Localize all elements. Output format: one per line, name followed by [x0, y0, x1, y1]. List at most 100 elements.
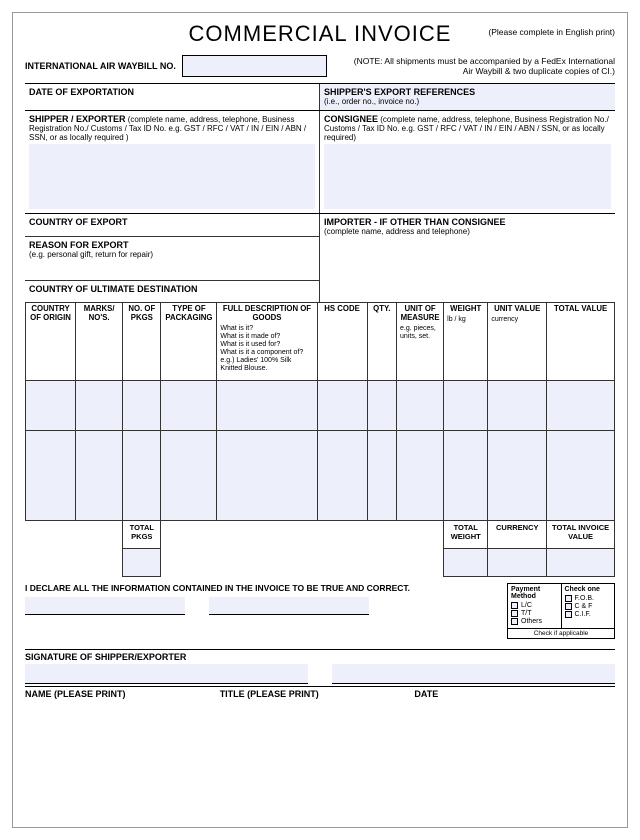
label-country-ultimate: COUNTRY OF ULTIMATE DESTINATION: [29, 284, 198, 294]
cell-input[interactable]: [123, 381, 161, 431]
col-header-5: HS CODE: [317, 303, 367, 381]
checkbox-icon: [565, 595, 572, 602]
cell-input[interactable]: [217, 431, 317, 521]
payment-col-method: Payment Method L/CT/TOthers: [508, 584, 562, 628]
totals-row-labels: TOTAL PKGS TOTAL WEIGHT CURRENCY TOTAL I…: [26, 521, 615, 549]
cell-input[interactable]: [367, 381, 396, 431]
cell-input[interactable]: [161, 381, 217, 431]
payment-header-right: Check one: [565, 586, 612, 593]
checkbox-icon: [511, 610, 518, 617]
hint-shipper-refs: (i.e., order no., invoice no.): [324, 97, 419, 106]
cell-input[interactable]: [76, 431, 123, 521]
col-header-2: NO. OF PKGS: [123, 303, 161, 381]
signature-row: SIGNATURE OF SHIPPER/EXPORTER: [25, 649, 615, 684]
label-total-pkgs: TOTAL PKGS: [123, 521, 161, 549]
col-header-4: FULL DESCRIPTION OF GOODSWhat is it? Wha…: [217, 303, 317, 381]
input-currency[interactable]: [488, 549, 547, 577]
declaration-input-2[interactable]: [209, 597, 369, 615]
payment-option[interactable]: Others: [511, 618, 558, 625]
cell-input[interactable]: [547, 431, 615, 521]
cell-input[interactable]: [123, 431, 161, 521]
checkbox-icon: [565, 603, 572, 610]
col-header-7: UNIT OF MEASUREe.g. pieces, units, set.: [397, 303, 444, 381]
cell-country-ultimate: COUNTRY OF ULTIMATE DESTINATION: [25, 280, 319, 302]
input-signature-2[interactable]: [332, 664, 615, 684]
col-header-0: COUNTRY OF ORIGIN: [26, 303, 76, 381]
bottom-row: NAME (PLEASE PRINT) TITLE (PLEASE PRINT)…: [25, 686, 615, 699]
terms-option[interactable]: C.I.F.: [565, 611, 612, 618]
title-row: COMMERCIAL INVOICE (Please complete in E…: [25, 21, 615, 47]
cell-input[interactable]: [397, 431, 444, 521]
cell-input[interactable]: [547, 381, 615, 431]
label-reason-export: REASON FOR EXPORT: [29, 240, 129, 250]
cell-input[interactable]: [367, 431, 396, 521]
cell-importer: IMPORTER - IF OTHER THAN CONSIGNEE (comp…: [320, 214, 615, 302]
input-total-pkgs[interactable]: [123, 549, 161, 577]
cell-input[interactable]: [317, 431, 367, 521]
col-header-1: MARKS/ NO'S.: [76, 303, 123, 381]
payment-option[interactable]: L/C: [511, 602, 558, 609]
label-importer: IMPORTER - IF OTHER THAN CONSIGNEE: [324, 217, 506, 227]
waybill-note: (NOTE: All shipments must be accompanied…: [327, 56, 615, 76]
cell-input[interactable]: [76, 381, 123, 431]
cell-consignee: CONSIGNEE (complete name, address, telep…: [320, 111, 615, 213]
table-row: [26, 431, 615, 521]
cell-input[interactable]: [488, 381, 547, 431]
table-row: [26, 381, 615, 431]
label-consignee: CONSIGNEE: [324, 114, 378, 124]
payment-option[interactable]: T/T: [511, 610, 558, 617]
items-header-row: COUNTRY OF ORIGINMARKS/ NO'S.NO. OF PKGS…: [26, 303, 615, 381]
declaration-block: I DECLARE ALL THE INFORMATION CONTAINED …: [25, 583, 615, 639]
totals-row-inputs: [26, 549, 615, 577]
input-consignee[interactable]: [324, 144, 611, 209]
cell-country-export: COUNTRY OF EXPORT: [25, 214, 319, 236]
input-signature[interactable]: [25, 664, 308, 684]
cell-input[interactable]: [444, 431, 488, 521]
terms-option[interactable]: C & F: [565, 603, 612, 610]
waybill-input[interactable]: [182, 55, 327, 77]
cell-reason-export: REASON FOR EXPORT (e.g. personal gift, r…: [25, 236, 319, 280]
col-header-10: TOTAL VALUE: [547, 303, 615, 381]
label-total-invoice-value: TOTAL INVOICE VALUE: [547, 521, 615, 549]
items-table: COUNTRY OF ORIGINMARKS/ NO'S.NO. OF PKGS…: [25, 302, 615, 577]
payment-col-check: Check one F.O.B.C & FC.I.F.: [562, 584, 615, 628]
label-date-exportation: DATE OF EXPORTATION: [29, 87, 134, 97]
cell-shipper: SHIPPER / EXPORTER (complete name, addre…: [25, 111, 320, 213]
col-header-9: UNIT VALUEcurrency: [488, 303, 547, 381]
hint-importer: (complete name, address and telephone): [324, 227, 470, 236]
col-header-8: WEIGHTlb / kg: [444, 303, 488, 381]
declaration-input-1[interactable]: [25, 597, 185, 615]
payment-wrapper: Payment Method L/CT/TOthers Check one F.…: [507, 583, 615, 639]
cell-input[interactable]: [488, 431, 547, 521]
cell-shipper-refs[interactable]: SHIPPER'S EXPORT REFERENCES (i.e., order…: [320, 84, 615, 110]
input-shipper[interactable]: [29, 144, 315, 209]
subtitle-instruction: (Please complete in English print): [488, 27, 615, 37]
terms-option[interactable]: F.O.B.: [565, 595, 612, 602]
cell-input[interactable]: [444, 381, 488, 431]
row-shipper-consignee: SHIPPER / EXPORTER (complete name, addre…: [25, 110, 615, 213]
cell-input[interactable]: [26, 381, 76, 431]
label-country-export: COUNTRY OF EXPORT: [29, 217, 128, 227]
cell-input[interactable]: [317, 381, 367, 431]
label-signature: SIGNATURE OF SHIPPER/EXPORTER: [25, 652, 186, 662]
label-name: NAME (PLEASE PRINT): [25, 689, 126, 699]
label-date: DATE: [414, 689, 438, 699]
label-shipper-refs: SHIPPER'S EXPORT REFERENCES: [324, 87, 475, 97]
row-date-refs: DATE OF EXPORTATION SHIPPER'S EXPORT REF…: [25, 83, 615, 110]
waybill-row: INTERNATIONAL AIR WAYBILL NO. (NOTE: All…: [25, 55, 615, 77]
label-currency: CURRENCY: [488, 521, 547, 549]
input-total-weight[interactable]: [444, 549, 488, 577]
cell-input[interactable]: [161, 431, 217, 521]
declaration-text: I DECLARE ALL THE INFORMATION CONTAINED …: [25, 583, 507, 593]
cell-input[interactable]: [217, 381, 317, 431]
row-export-importer: COUNTRY OF EXPORT REASON FOR EXPORT (e.g…: [25, 213, 615, 302]
label-title: TITLE (PLEASE PRINT): [220, 689, 319, 699]
page-title: COMMERCIAL INVOICE: [189, 21, 452, 47]
payment-footer: Check if applicable: [507, 629, 615, 639]
input-total-invoice-value[interactable]: [547, 549, 615, 577]
waybill-label: INTERNATIONAL AIR WAYBILL NO.: [25, 61, 176, 71]
cell-input[interactable]: [397, 381, 444, 431]
label-total-weight: TOTAL WEIGHT: [444, 521, 488, 549]
cell-input[interactable]: [26, 431, 76, 521]
checkbox-icon: [511, 602, 518, 609]
